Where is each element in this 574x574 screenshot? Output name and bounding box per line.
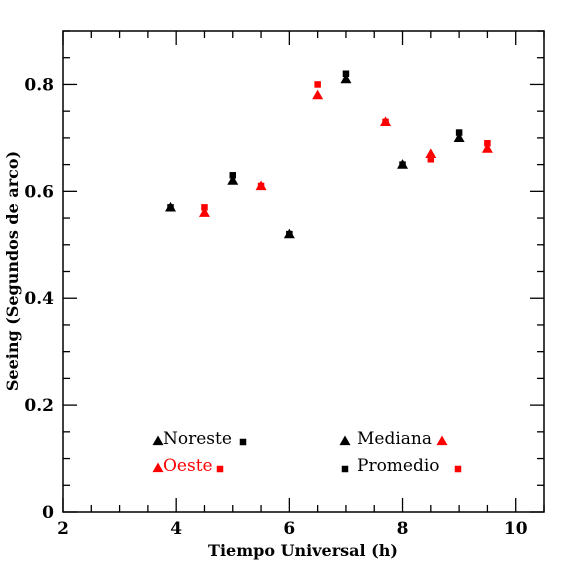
triangle-point [340,73,352,84]
square-point [427,156,435,163]
square-point [167,204,174,211]
y-axis-label: Seeing (Segundos de arco) [3,151,22,391]
triangle-point [425,148,437,159]
triangle-point [227,175,239,185]
square-point [342,70,350,78]
plot-frame [62,30,545,513]
square-point [286,230,293,238]
legend-stat-label: Promedio [357,456,440,476]
triangle-point [453,132,465,143]
legend-group-label: Oeste [163,456,213,476]
square-point [229,172,237,179]
legend-triangle-marker [339,435,351,446]
triangle-point [198,207,210,217]
triangle-point [312,89,324,100]
square-point [484,139,491,147]
x-axis-label: Tiempo Universal (h) [208,541,398,560]
legend: Noreste Oeste Mediana Promedio [152,429,462,476]
square-point [257,182,265,190]
x-tick-label: 10 [504,519,528,539]
legend-triangle-marker [152,462,164,473]
square-point [314,81,321,88]
x-tick-label: 6 [283,519,295,539]
legend-triangle-marker [152,435,164,446]
triangle-point [481,143,493,153]
legend-square-marker [216,465,224,473]
x-tick-label: 2 [57,519,69,539]
legend-square-marker [341,465,349,473]
x-tick-label: 8 [397,519,409,539]
square-point [201,204,208,211]
x-tick-label: 4 [170,519,182,539]
y-tick-label: 0.8 [24,75,54,95]
square-point [455,129,463,136]
data-points [165,70,493,239]
legend-square-marker [239,438,247,446]
legend-stat-label: Mediana [357,429,432,449]
axis-ticks [62,30,545,513]
tick-labels: 2 4 6 8 10 0 0.2 0.4 0.6 0.8 [24,75,527,539]
y-tick-label: 0 [42,503,54,523]
square-point [399,161,406,168]
legend-square-marker [454,465,462,473]
square-point [382,118,389,126]
y-tick-label: 0.6 [24,182,54,202]
legend-group-label: Noreste [163,429,232,449]
y-tick-label: 0.2 [24,396,54,416]
y-tick-label: 0.4 [24,289,54,309]
legend-triangle-marker [436,435,448,446]
